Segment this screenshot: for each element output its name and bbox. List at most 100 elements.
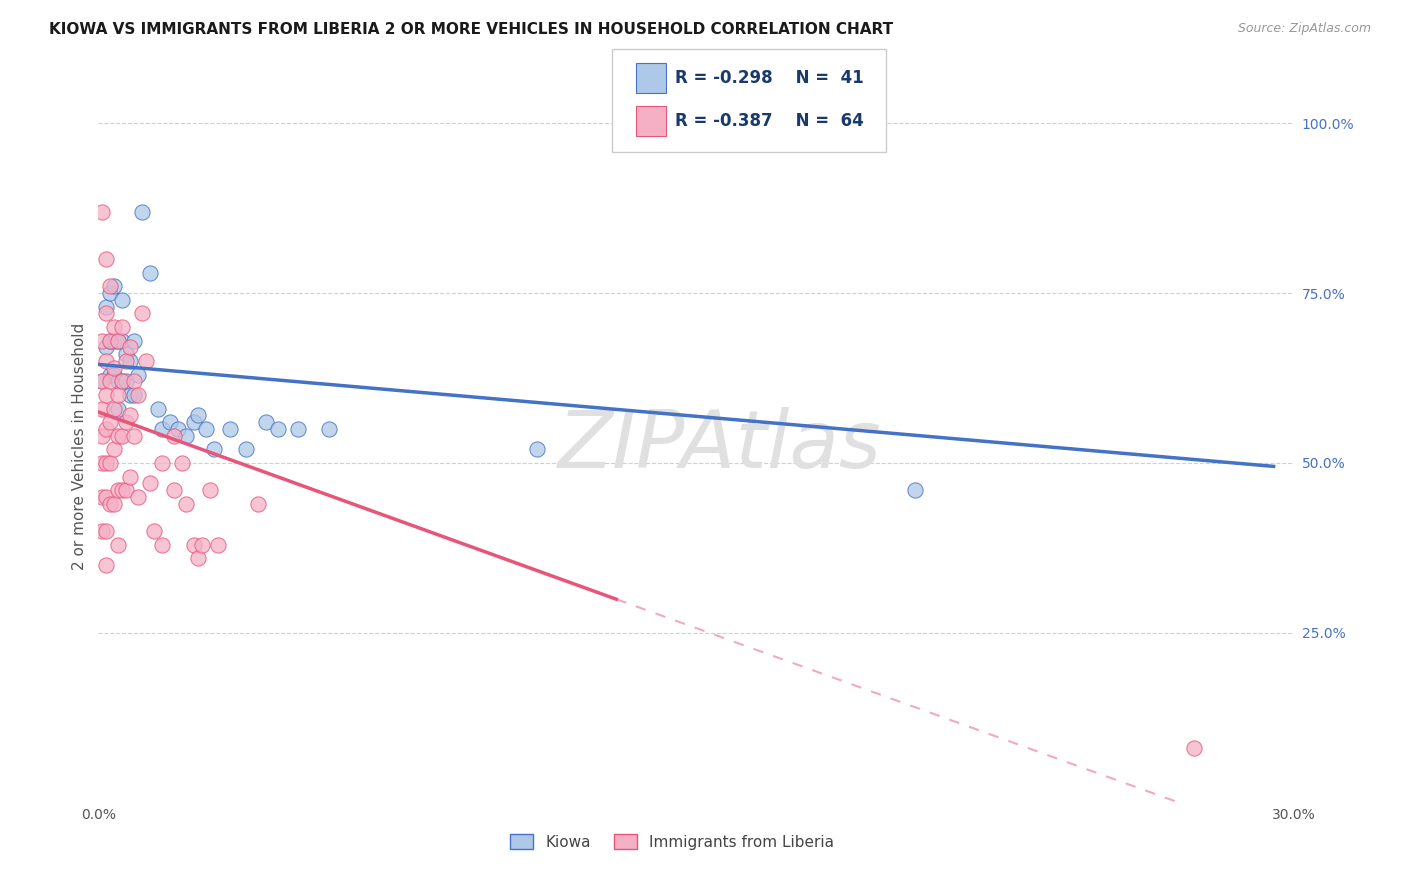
Point [124, 388, 146, 402]
Point [107, 429, 129, 443]
Point [150, 422, 173, 436]
Point [115, 483, 138, 498]
Point [150, 537, 173, 551]
Point [111, 293, 134, 307]
Point [91, 375, 114, 389]
Point [91, 429, 114, 443]
Point [111, 375, 134, 389]
Text: ZIPAtlas: ZIPAtlas [558, 407, 882, 485]
Point [103, 401, 125, 416]
Point [103, 442, 125, 457]
Point [1182, 741, 1205, 756]
Point [103, 334, 125, 348]
Point [91, 204, 114, 219]
Point [96, 300, 118, 314]
Point [111, 483, 134, 498]
Point [202, 442, 225, 457]
Point [187, 409, 209, 423]
Point [267, 422, 290, 436]
Point [107, 388, 129, 402]
Point [904, 483, 927, 498]
Point [96, 388, 118, 402]
Point [98, 286, 122, 301]
Point [103, 497, 125, 511]
Point [246, 497, 269, 511]
Point [318, 422, 340, 436]
Point [91, 456, 114, 470]
Point [163, 483, 186, 498]
Point [107, 375, 129, 389]
Point [107, 334, 129, 348]
Point [98, 279, 122, 293]
Point [115, 354, 138, 368]
Point [98, 375, 122, 389]
Point [120, 388, 142, 402]
Point [103, 368, 125, 382]
Point [96, 558, 118, 572]
Point [131, 204, 153, 219]
Point [127, 490, 149, 504]
Point [96, 456, 118, 470]
Point [96, 354, 118, 368]
Point [207, 537, 229, 551]
Point [163, 429, 186, 443]
Point [127, 388, 149, 402]
Point [98, 497, 122, 511]
Point [131, 306, 153, 320]
Point [98, 456, 122, 470]
Point [107, 483, 129, 498]
Point [91, 524, 114, 538]
Point [91, 334, 114, 348]
Point [198, 483, 221, 498]
Point [115, 347, 138, 361]
Point [191, 537, 214, 551]
Point [159, 415, 181, 429]
Point [98, 334, 122, 348]
Point [183, 415, 205, 429]
Point [98, 415, 122, 429]
Legend: Kiowa, Immigrants from Liberia: Kiowa, Immigrants from Liberia [505, 828, 839, 855]
Point [111, 320, 134, 334]
Point [235, 442, 257, 457]
Text: R = -0.298    N =  41: R = -0.298 N = 41 [675, 69, 863, 87]
Point [139, 266, 162, 280]
Text: Source: ZipAtlas.com: Source: ZipAtlas.com [1237, 22, 1371, 36]
Point [187, 551, 209, 566]
Point [91, 490, 114, 504]
Point [107, 537, 129, 551]
Point [120, 469, 142, 483]
Point [127, 368, 149, 382]
Point [120, 354, 142, 368]
Point [91, 375, 114, 389]
Point [107, 401, 129, 416]
Point [96, 306, 118, 320]
Y-axis label: 2 or more Vehicles in Household: 2 or more Vehicles in Household [72, 322, 87, 570]
Text: R = -0.387    N =  64: R = -0.387 N = 64 [675, 112, 863, 130]
Point [96, 252, 118, 266]
Point [91, 401, 114, 416]
Point [120, 341, 142, 355]
Point [107, 334, 129, 348]
Point [135, 354, 157, 368]
Point [172, 456, 194, 470]
Point [98, 334, 122, 348]
Point [254, 415, 277, 429]
Point [150, 456, 173, 470]
Point [111, 375, 134, 389]
Point [124, 375, 146, 389]
Point [526, 442, 548, 457]
Point [124, 429, 146, 443]
Point [96, 490, 118, 504]
Point [103, 279, 125, 293]
Point [96, 422, 118, 436]
Point [183, 537, 205, 551]
Point [195, 422, 218, 436]
Point [98, 368, 122, 382]
Point [287, 422, 309, 436]
Point [174, 429, 197, 443]
Point [219, 422, 242, 436]
Point [103, 360, 125, 375]
Point [148, 401, 170, 416]
Point [174, 497, 197, 511]
Point [111, 429, 134, 443]
